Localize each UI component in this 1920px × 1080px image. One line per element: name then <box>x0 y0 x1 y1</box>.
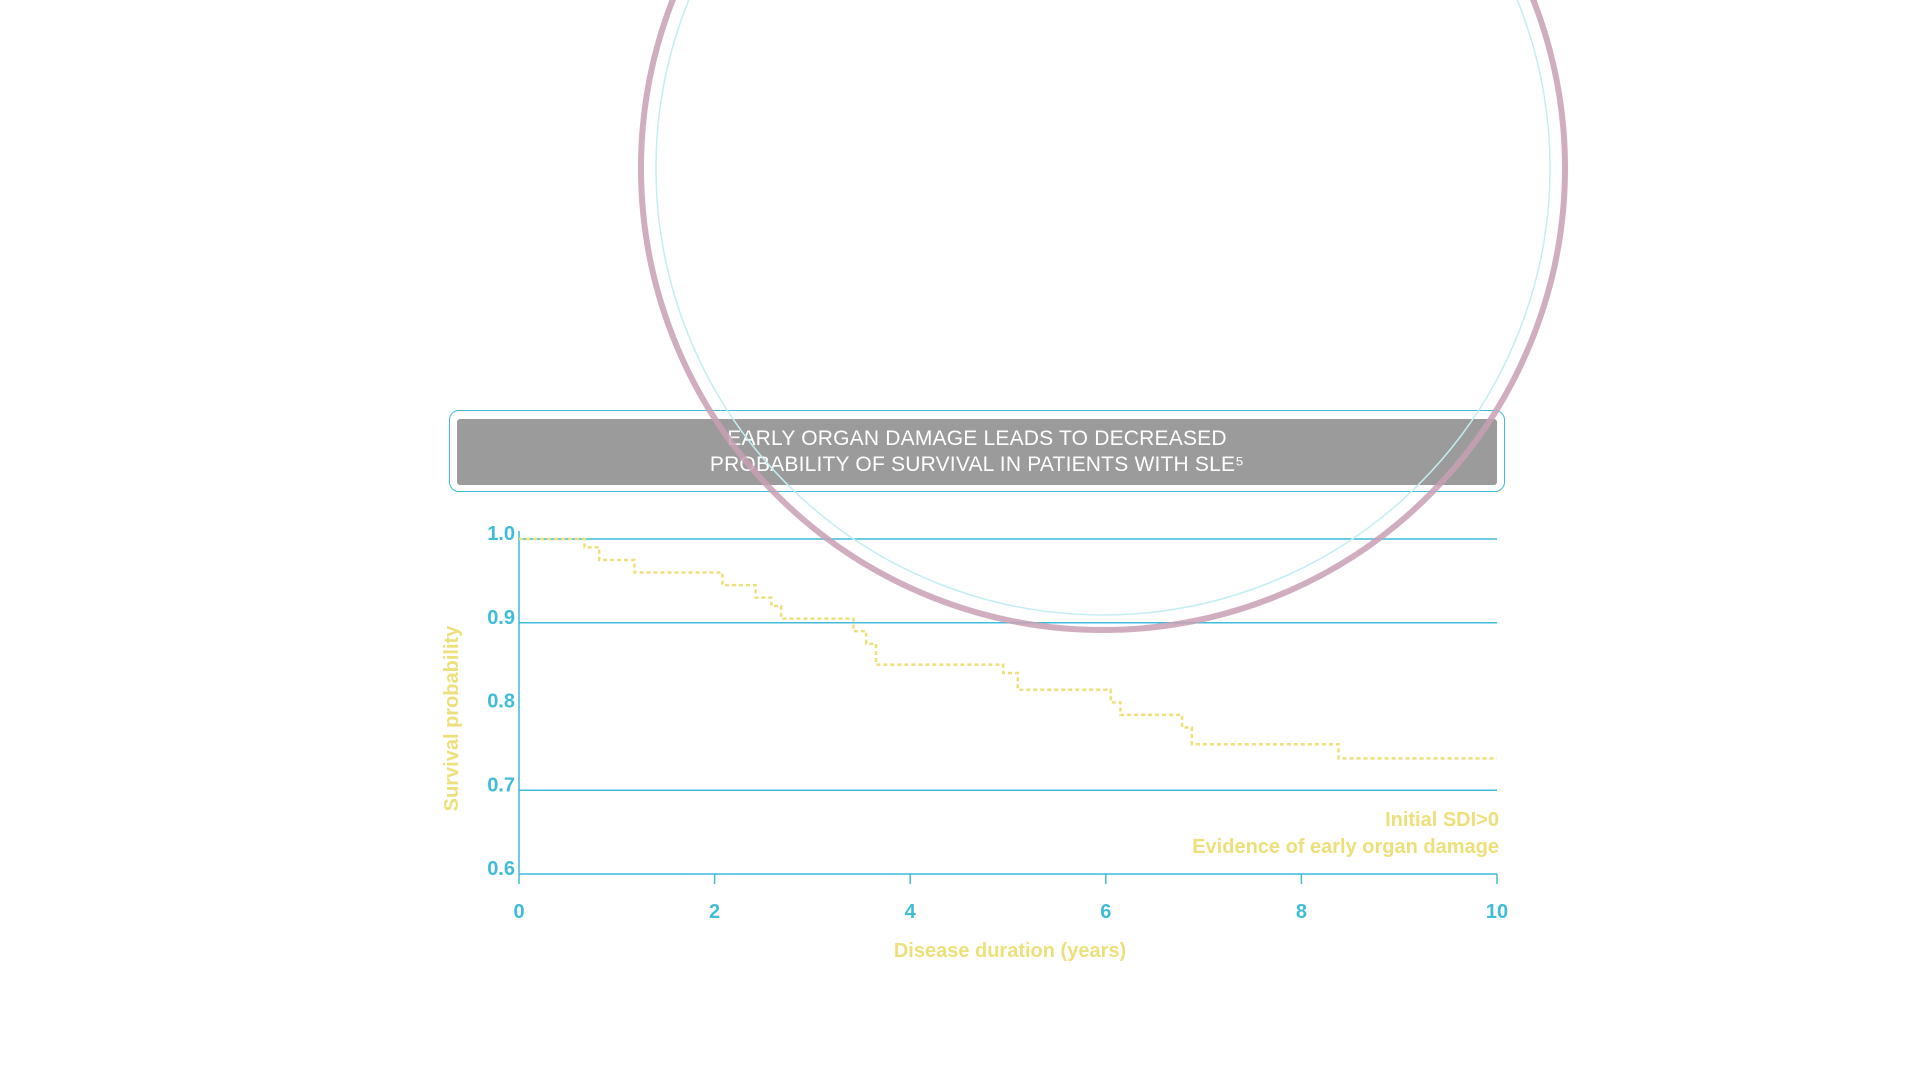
x-tick-label-10: 10 <box>1486 901 1508 923</box>
chart-title-line-1: EARLY ORGAN DAMAGE LEADS TO DECREASED <box>727 427 1227 450</box>
label-layer: 0 2 4 6 8 10 0.6 0.7 0.8 0.9 1.0 Disease duration (… <box>441 523 1508 962</box>
x-tick-label-4: 4 <box>905 901 917 923</box>
chart-title-banner: EARLY ORGAN DAMAGE LEADS TO DECREASED PR… <box>457 419 1497 485</box>
y-tick-label-0-7: 0.7 <box>487 774 515 796</box>
y-tick-label-0-6: 0.6 <box>487 858 515 880</box>
x-tick-label-6: 6 <box>1100 901 1111 923</box>
decorative-ring-layer <box>638 0 1568 633</box>
chart-title-line-2: PROBABILITY OF SURVIVAL IN PATIENTS WITH… <box>709 453 1245 476</box>
x-tick-label-2: 2 <box>709 901 720 923</box>
series-layer <box>519 537 1497 760</box>
chart-title-frame <box>449 410 1505 492</box>
y-tick-label-1: 1.0 <box>487 523 515 545</box>
x-axis-title: Disease duration (years) <box>894 940 1126 962</box>
legend-entry-1: Initial SDI>0 <box>1385 809 1499 831</box>
y-axis-title: Survival probability <box>441 625 463 811</box>
decorative-outer-ring <box>638 0 1568 633</box>
survival-step-line-0 <box>519 537 1497 760</box>
x-tick-label-0: 0 <box>513 901 524 923</box>
y-tick-label-0-9: 0.9 <box>487 607 515 629</box>
y-tick-label-0-8: 0.8 <box>487 691 515 713</box>
x-tick-label-8: 8 <box>1296 901 1307 923</box>
decorative-inner-ring <box>655 0 1551 616</box>
legend-entry-2: Evidence of early organ damage <box>1192 836 1499 858</box>
axis-layer <box>518 531 1498 884</box>
grid-layer <box>519 538 1497 791</box>
